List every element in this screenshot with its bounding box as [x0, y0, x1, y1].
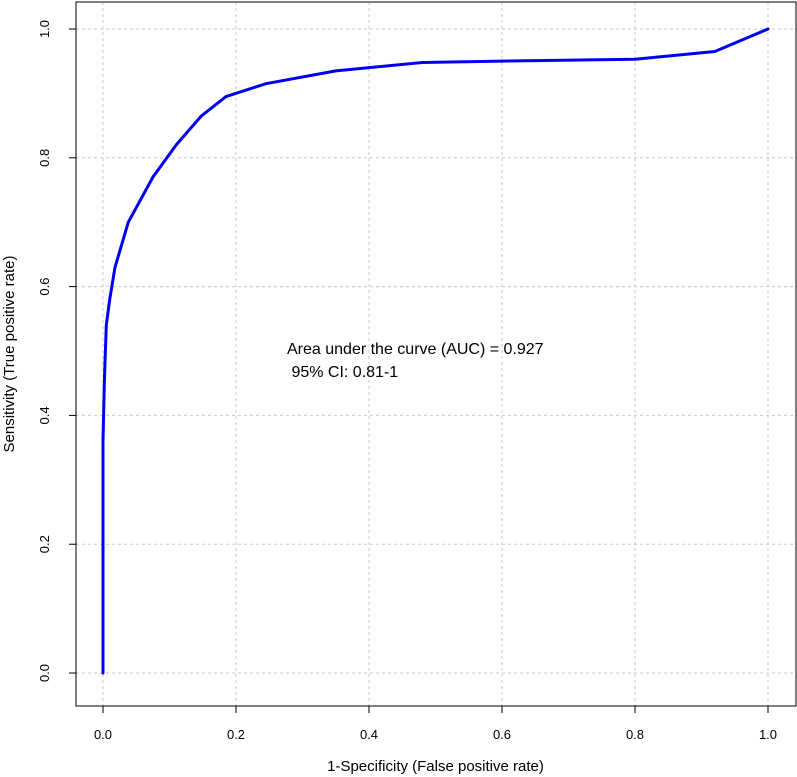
series-layer: [101, 27, 770, 675]
grid-layer: [76, 2, 797, 706]
x-tick-label: 0.0: [94, 727, 112, 742]
plot-border: [75, 1, 797, 707]
y-tick-label: 0.0: [37, 664, 52, 682]
y-tick-label: 1.0: [37, 20, 52, 38]
x-tick-label: 0.4: [360, 727, 378, 742]
y-tick-label: 0.4: [37, 406, 52, 424]
x-tick-label: 0.6: [493, 727, 511, 742]
x-tick-label: 0.8: [626, 727, 644, 742]
y-tick-label: 0.2: [37, 535, 52, 553]
y-axis: 0.0 0.2 0.4 0.6 0.8 1.0: [37, 20, 76, 682]
x-tick-label: 0.2: [227, 727, 245, 742]
x-axis-label: 1-Specificity (False positive rate): [327, 758, 544, 775]
y-tick-label: 0.6: [37, 278, 52, 296]
y-tick-label: 0.8: [37, 149, 52, 167]
roc-curve-line: [101, 27, 770, 675]
x-tick-label: 1.0: [759, 727, 777, 742]
auc-annotation: Area under the curve (AUC) = 0.927: [287, 341, 544, 358]
y-axis-label: Sensitivity (True positive rate): [1, 255, 18, 452]
ci-annotation: 95% CI: 0.81-1: [287, 364, 398, 381]
x-axis: 0.0 0.2 0.4 0.6 0.8 1.0: [94, 706, 777, 742]
